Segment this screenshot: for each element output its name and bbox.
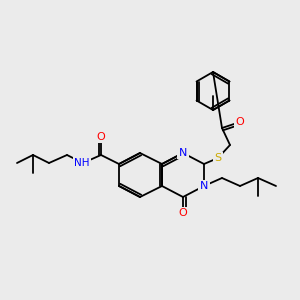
Text: O: O [236,117,244,127]
Text: N: N [179,148,187,158]
Text: N: N [200,181,208,191]
Text: NH: NH [74,158,90,168]
Text: O: O [97,132,105,142]
Text: O: O [178,208,188,218]
Text: S: S [214,153,222,163]
